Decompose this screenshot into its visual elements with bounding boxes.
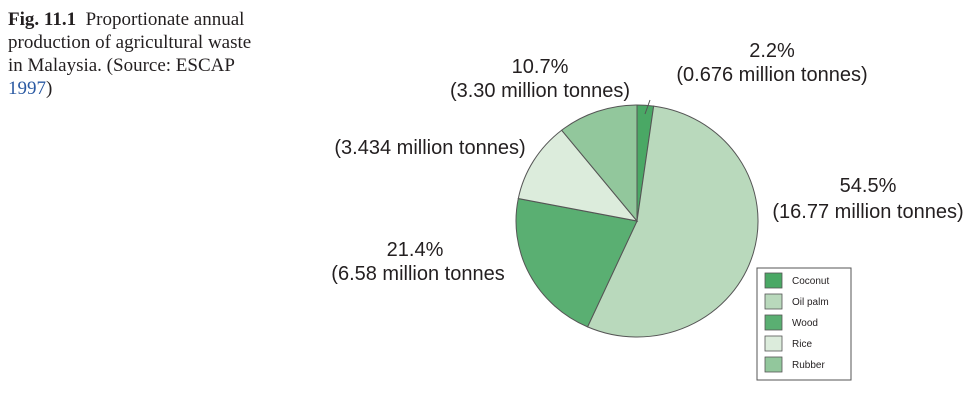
legend-label-rice: Rice — [792, 339, 812, 350]
legend-label-rubber: Rubber — [792, 360, 825, 371]
pie-slice-rice — [517, 129, 639, 222]
figure-caption: Fig. 11.1 Proportionate annual productio… — [8, 8, 268, 100]
figure-label: Fig. 11.1 — [8, 9, 77, 30]
pie-slice-oil-palm — [586, 105, 759, 338]
legend-label-oil-palm: Oil palm — [792, 297, 829, 308]
rice-amount-label: (3.434 million tonnes) — [334, 137, 525, 159]
legend-swatch-rice — [764, 335, 783, 352]
wood-amount-label: (6.58 million tonnes — [331, 263, 504, 285]
pie-slices — [515, 104, 759, 338]
legend-items: Coconut Oil palm Wood Rice Rubber — [764, 272, 829, 373]
coconut-amount-label: (0.676 million tonnes) — [676, 64, 867, 86]
legend-swatch-coconut — [764, 272, 783, 289]
legend-swatch-wood — [764, 314, 783, 331]
legend-swatch-oil-palm — [764, 293, 783, 310]
pie-slice-rubber — [560, 104, 638, 223]
legend-label-wood: Wood — [792, 318, 818, 329]
oil-palm-amount-label: (16.77 million tonnes) — [772, 201, 963, 223]
legend: Coconut Oil palm Wood Rice Rubber — [756, 267, 852, 381]
wood-percent-label: 21.4% — [387, 239, 444, 261]
pie-slice-wood — [515, 197, 638, 328]
oil-palm-percent-label: 54.5% — [840, 175, 897, 197]
caption-text: Proportionate annual production of agric… — [8, 9, 252, 76]
caption-reference-link[interactable]: 1997 — [8, 78, 46, 99]
coconut-percent-label: 2.2% — [749, 40, 795, 62]
rubber-percent-label: 10.7% — [512, 56, 569, 78]
rubber-amount-label: (3.30 million tonnes) — [450, 80, 630, 102]
coconut-leader-line — [644, 99, 651, 115]
caption-close: ) — [46, 78, 53, 99]
legend-swatch-rubber — [764, 356, 783, 373]
legend-label-coconut: Coconut — [792, 276, 829, 287]
